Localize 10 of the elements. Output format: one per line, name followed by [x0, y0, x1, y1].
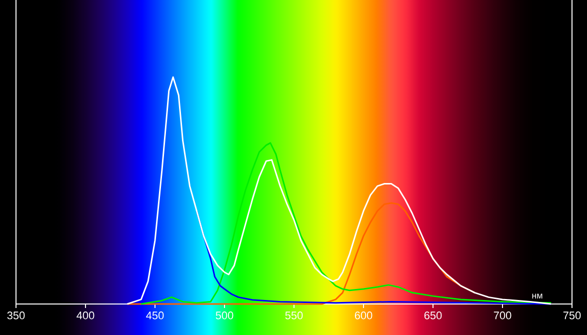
x-tick-label: 750: [563, 312, 581, 320]
x-tick-label: 600: [354, 312, 372, 320]
x-tick-label: 450: [146, 312, 164, 320]
x-tick-label: 550: [285, 312, 303, 320]
x-tick-label: 700: [494, 312, 512, 320]
x-tick-label: 500: [216, 312, 234, 320]
x-tick-label: 400: [76, 312, 94, 320]
x-axis-title: нм: [532, 294, 542, 298]
x-tick-label: 350: [7, 312, 25, 320]
x-tick-label: 650: [424, 312, 442, 320]
